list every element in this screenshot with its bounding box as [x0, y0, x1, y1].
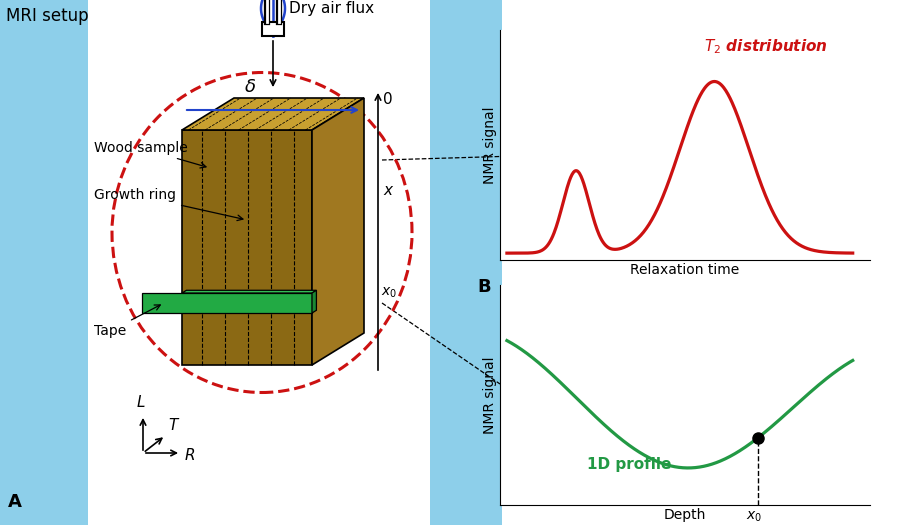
- Text: L: L: [137, 395, 145, 410]
- Text: $x_0$: $x_0$: [381, 285, 397, 300]
- X-axis label: Depth: Depth: [664, 508, 707, 522]
- Bar: [430, 0, 502, 525]
- Text: Wood sample: Wood sample: [94, 141, 206, 168]
- Text: $T_2$ distribution: $T_2$ distribution: [705, 37, 828, 56]
- Text: δ: δ: [245, 78, 256, 96]
- Text: Growth ring: Growth ring: [94, 188, 243, 220]
- Polygon shape: [312, 290, 317, 313]
- Y-axis label: NMR signal: NMR signal: [483, 356, 497, 434]
- Polygon shape: [312, 98, 364, 365]
- Text: Dry air flux: Dry air flux: [289, 1, 374, 16]
- Text: 0: 0: [383, 92, 392, 107]
- Text: 1D profile: 1D profile: [588, 457, 671, 472]
- Polygon shape: [182, 290, 317, 293]
- Polygon shape: [142, 293, 312, 313]
- Text: x: x: [383, 183, 392, 197]
- Bar: [262, 22, 284, 36]
- Text: Tape: Tape: [94, 305, 160, 338]
- Polygon shape: [182, 98, 364, 130]
- Y-axis label: NMR signal: NMR signal: [483, 106, 497, 184]
- Polygon shape: [182, 130, 312, 365]
- Text: R: R: [185, 447, 195, 463]
- Bar: [0, 0, 88, 525]
- Text: $x_0$: $x_0$: [746, 510, 762, 524]
- Text: MRI setup: MRI setup: [6, 7, 88, 25]
- Text: A: A: [8, 493, 22, 511]
- Text: B: B: [478, 278, 491, 297]
- Text: T: T: [168, 418, 178, 434]
- X-axis label: Relaxation time: Relaxation time: [630, 263, 740, 277]
